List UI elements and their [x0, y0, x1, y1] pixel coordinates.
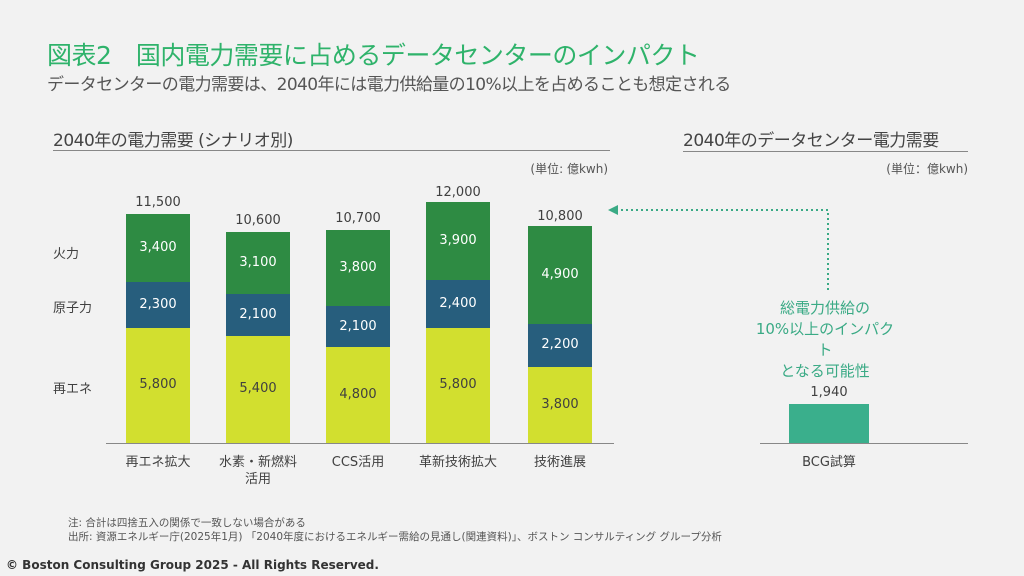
segment-label: 2,100: [239, 306, 277, 322]
bar-segment-nuclear: 2,300: [126, 281, 190, 328]
legend-fire: 火力: [53, 247, 80, 262]
segment-label: 5,800: [139, 377, 177, 393]
page-subtitle: データセンターの電力需要は、2040年には電力供給量の10%以上を占めることも想…: [47, 75, 731, 95]
right-baseline: [760, 443, 968, 444]
category-label: 革新技術拡大: [403, 454, 513, 471]
bar-segment-renewable: 5,400: [226, 335, 290, 443]
impact-annotation: 総電力供給の 10%以上のインパクト となる可能性: [755, 298, 895, 382]
segment-label: 3,800: [339, 259, 377, 275]
total-label: 10,600: [235, 213, 281, 229]
left-baseline: [106, 443, 614, 444]
copyright: © Boston Consulting Group 2025 - All Rig…: [6, 558, 379, 572]
bar-segment-renewable: 3,800: [528, 367, 592, 443]
bar-segment-fire: 3,800: [326, 230, 390, 306]
notes: 注: 合計は四捨五入の関係で一致しない場合がある 出所: 資源エネルギー庁(20…: [68, 516, 722, 544]
annotation-line: となる可能性: [780, 362, 870, 380]
bar-segment-nuclear: 2,400: [426, 279, 490, 328]
segment-label: 4,800: [339, 387, 377, 403]
segment-label: 2,200: [541, 337, 579, 353]
total-label: 11,500: [135, 195, 181, 211]
bar-segment-nuclear: 2,200: [528, 323, 592, 368]
page-title: 図表2 国内電力需要に占めるデータセンターのインパクト: [47, 41, 700, 70]
category-line: 水素・新燃料: [218, 455, 297, 470]
segment-label: 3,900: [439, 233, 477, 248]
segment-label: 2,100: [339, 318, 377, 334]
dotted-arrow: [608, 205, 829, 290]
legend-renewable: 再エネ: [53, 382, 93, 397]
left-title-rule: [53, 150, 610, 151]
category-label: 再エネ拡大: [103, 454, 213, 471]
bar-segment-renewable: 5,800: [426, 327, 490, 443]
category-line: CCS活用: [331, 455, 385, 470]
bar-segment-fire: 3,400: [126, 214, 190, 282]
total-label: 1,940: [810, 385, 848, 401]
segment-label: 2,400: [439, 295, 477, 311]
bar-segment-nuclear: 2,100: [226, 293, 290, 336]
segment-label: 2,300: [139, 296, 177, 312]
bar-segment-fire: 3,100: [226, 232, 290, 294]
segment-label: 5,400: [239, 381, 277, 397]
segment-label: 3,400: [139, 239, 177, 255]
total-label: 10,700: [335, 211, 381, 227]
bar-datacenter: [789, 404, 869, 443]
segment-label: 3,100: [239, 254, 277, 270]
source-line: 出所: 資源エネルギー庁(2025年1月) 「2040年度におけるエネルギー需給…: [68, 531, 722, 543]
category-line: 活用: [244, 472, 271, 487]
category-line: 革新技術拡大: [418, 455, 497, 470]
right-unit: (単位：億kwh): [886, 162, 968, 176]
annotation-line: 10%以上のインパクト: [755, 320, 895, 359]
bar-segment-fire: 4,900: [528, 226, 592, 324]
bar-segment-renewable: 4,800: [326, 347, 390, 443]
category-label: BCG試算: [802, 455, 856, 470]
category-label: 技術進展: [505, 454, 615, 471]
right-title-rule: [683, 151, 968, 152]
category-line: 技術進展: [533, 455, 586, 470]
annotation-line: 総電力供給の: [779, 299, 870, 317]
category-label: CCS活用: [303, 454, 413, 471]
right-chart-title: 2040年のデータセンター電力需要: [683, 131, 939, 151]
category-line: 再エネ拡大: [125, 455, 191, 470]
segment-label: 5,800: [439, 377, 477, 393]
segment-label: 3,800: [541, 397, 579, 413]
segment-label: 4,900: [541, 266, 579, 282]
bar-segment-renewable: 5,800: [126, 327, 190, 443]
total-label: 12,000: [435, 185, 481, 201]
left-unit: (単位: 億kwh): [530, 162, 608, 176]
bar-segment-nuclear: 2,100: [326, 305, 390, 348]
legend-nuclear: 原子力: [53, 301, 93, 316]
category-label: 水素・新燃料 活用: [203, 454, 313, 488]
total-label: 10,800: [537, 209, 583, 225]
bar-segment-fire: 3,900: [426, 202, 490, 280]
note-line: 注: 合計は四捨五入の関係で一致しない場合がある: [68, 517, 306, 529]
left-chart-title: 2040年の電力需要 (シナリオ別): [53, 131, 293, 151]
